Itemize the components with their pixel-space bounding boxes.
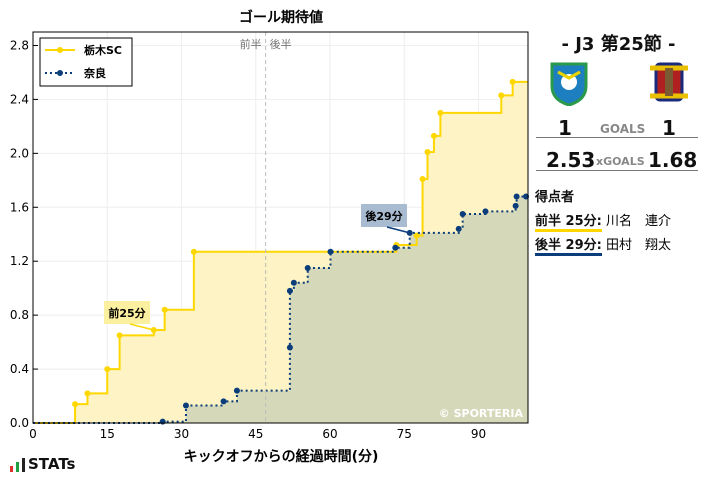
xg-label: xGOALS	[596, 155, 645, 168]
scorer-time: 前半 25分:	[535, 214, 602, 232]
data-point	[290, 279, 297, 286]
data-point	[509, 78, 516, 85]
away-xg: 1.68	[648, 148, 698, 172]
legend-marker	[57, 47, 63, 53]
annotation-pointer	[129, 323, 154, 331]
legend-marker	[57, 70, 63, 76]
divider	[536, 170, 698, 171]
data-point	[233, 387, 240, 394]
legend	[39, 37, 133, 87]
data-point	[437, 109, 444, 116]
plot-border	[32, 31, 529, 424]
brand-name: STATs	[28, 455, 76, 473]
x-tick-label: 15	[100, 427, 115, 441]
x-tick-label: 90	[471, 427, 486, 441]
annotation-pointer	[386, 226, 410, 234]
series-area	[33, 196, 528, 423]
y-tick-label: 0.0	[10, 416, 29, 430]
data-point	[116, 332, 123, 339]
x-tick-label: 45	[248, 427, 263, 441]
goals-label: GOALS	[600, 122, 646, 136]
x-tick-label: 0	[29, 427, 37, 441]
y-tick-label: 2.4	[10, 92, 29, 106]
home-goals: 1	[558, 116, 572, 140]
watermark: © SPORTERIA	[439, 407, 524, 420]
data-point	[512, 202, 519, 209]
data-point	[159, 418, 166, 425]
tochigi-sc-logo	[550, 62, 588, 106]
scorer-name: 田村 翔太	[605, 238, 671, 253]
y-tick-label: 2.0	[10, 146, 29, 160]
data-point	[430, 132, 437, 139]
match-title: - J3 第25節 -	[561, 34, 676, 55]
x-tick-label: 60	[322, 427, 337, 441]
y-tick-label: 0.4	[10, 362, 29, 376]
data-point	[220, 398, 227, 405]
data-point	[286, 287, 293, 294]
data-point	[190, 248, 197, 255]
legend-label: 奈良	[83, 66, 106, 80]
nara-club-logo	[650, 62, 688, 102]
data-point	[482, 208, 489, 215]
data-point	[104, 366, 111, 373]
data-point	[304, 264, 311, 271]
first-half-label: 前半	[240, 37, 262, 51]
scorer-name: 川名 連介	[605, 214, 671, 229]
y-tick-label: 0.8	[10, 308, 29, 322]
data-point	[498, 92, 505, 99]
data-point	[513, 193, 520, 200]
data-point	[286, 344, 293, 351]
data-point	[392, 244, 399, 251]
scorer-item: 前半 25分: 川名 連介	[535, 210, 671, 232]
stats-brand: STATs	[10, 457, 75, 472]
scorer-time: 後半 29分:	[535, 238, 602, 256]
divider	[536, 137, 698, 138]
annotation-label: 後29分	[365, 209, 402, 223]
annotation-label: 前25分	[108, 306, 145, 320]
x-tick-label: 30	[174, 427, 189, 441]
data-point	[84, 390, 91, 397]
y-tick-label: 1.6	[10, 200, 29, 214]
data-point	[72, 401, 79, 408]
data-point	[455, 225, 462, 232]
second-half-label: 後半	[270, 37, 292, 51]
data-point	[413, 232, 420, 239]
data-point	[182, 402, 189, 409]
data-point	[459, 211, 466, 218]
away-goals: 1	[662, 116, 676, 140]
data-point	[327, 248, 334, 255]
legend-label: 栃木SC	[84, 43, 122, 57]
data-point	[419, 175, 426, 182]
y-tick-label: 1.2	[10, 254, 29, 268]
scorer-item: 後半 29分: 田村 翔太	[535, 234, 671, 256]
chart-title: ゴール期待値	[239, 9, 323, 26]
x-axis-label: キックオフからの経過時間(分)	[184, 448, 379, 465]
annotation-box	[361, 204, 407, 227]
scorers-heading: 得点者	[535, 190, 575, 205]
annotation-box	[104, 301, 150, 324]
data-point	[161, 306, 168, 313]
data-point	[424, 148, 431, 155]
x-tick-label: 75	[397, 427, 412, 441]
y-tick-label: 2.8	[10, 38, 29, 52]
home-xg: 2.53	[546, 148, 596, 172]
